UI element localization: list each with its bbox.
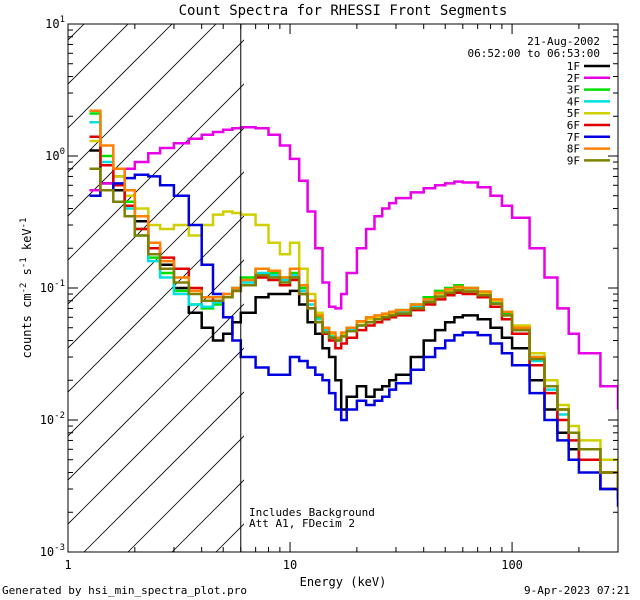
hatch-line (68, 39, 244, 217)
y-tick-label: 10-2 (40, 411, 65, 427)
hatch-line (348, 0, 640, 552)
legend-label-5f: 5F (567, 107, 580, 120)
x-tick-label: 10 (283, 558, 297, 572)
legend-label-9f: 9F (567, 154, 580, 167)
series-9f (89, 167, 618, 489)
hatch-line (68, 83, 244, 261)
hatch-line (68, 171, 244, 349)
footer-timestamp: 9-Apr-2023 07:21 (524, 584, 630, 597)
hatch-line (68, 24, 217, 173)
axis-ticks: 1 10 100 10-3 10-2 10-1 100 101 (40, 15, 619, 572)
hatch-line (68, 303, 244, 481)
series-8f (89, 109, 618, 489)
y-tick-label: 10-3 (40, 543, 65, 559)
series-4f (89, 121, 618, 489)
x-tick-label: 100 (501, 558, 523, 572)
y-tick-label: 100 (45, 147, 65, 163)
legend-label-6f: 6F (567, 119, 580, 132)
hatch-line (68, 127, 244, 305)
legend-label-1f: 1F (567, 60, 580, 73)
hatch-line (68, 215, 244, 393)
footer-generator: Generated by hsi_min_spectra_plot.pro (2, 584, 247, 597)
legend-label-7f: 7F (567, 131, 580, 144)
hatch-line (68, 24, 173, 129)
annotation-background: Includes Background (249, 506, 375, 519)
hatch-line (260, 0, 640, 552)
hatch-line (83, 391, 244, 552)
annotation-attenuator: Att A1, FDecim 2 (249, 517, 355, 530)
x-tick-label: 1 (64, 558, 71, 572)
hatch-line (612, 0, 640, 552)
hatch-line (127, 435, 244, 552)
hatch-line (392, 0, 640, 552)
plot-frame (67, 23, 619, 553)
legend-label-3f: 3F (567, 84, 580, 97)
chart-title: Count Spectra for RHESSI Front Segments (179, 3, 508, 19)
x-axis-label: Energy (keV) (300, 575, 387, 589)
legend-label-8f: 8F (567, 143, 580, 156)
series-6f (89, 135, 618, 489)
y-tick-label: 10-1 (40, 279, 65, 295)
hatch-line (480, 0, 640, 552)
y-axis-label: counts cm-2 s-1 keV-1 (19, 218, 34, 359)
series-7f (89, 173, 618, 507)
hatch-line (68, 347, 244, 525)
hatch-line (68, 259, 244, 437)
series-3f (89, 112, 618, 489)
legend-label-4f: 4F (567, 95, 580, 108)
hatch-line (68, 24, 85, 41)
series-group (89, 109, 618, 507)
series-1f (89, 149, 618, 500)
hatch-line (0, 0, 72, 552)
hatch-line (436, 0, 640, 552)
date-label: 21-Aug-2002 (527, 35, 600, 48)
legend-label-2f: 2F (567, 72, 580, 85)
hatch-line (304, 0, 640, 552)
hatch-line (524, 0, 640, 552)
y-tick-label: 101 (45, 15, 65, 31)
time-range-label: 06:52:00 to 06:53:00 (468, 47, 600, 60)
series-2f (89, 126, 618, 410)
